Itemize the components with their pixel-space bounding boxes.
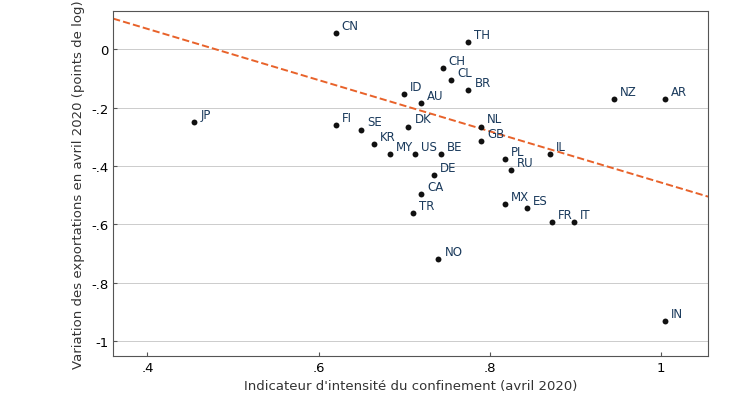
Text: SE: SE (367, 116, 382, 129)
Point (429, 172, 440, 179)
Point (356, 127, 367, 133)
Point (399, 92, 410, 99)
Point (410, 152, 421, 158)
Point (415, 101, 427, 107)
Point (475, 124, 487, 130)
Text: IL: IL (556, 141, 566, 154)
Text: TR: TR (419, 199, 434, 212)
Text: CL: CL (457, 67, 472, 79)
Text: BE: BE (447, 141, 463, 154)
Text: DK: DK (415, 113, 431, 126)
Text: RU: RU (517, 157, 534, 170)
Text: CH: CH (449, 55, 466, 68)
Point (463, 40, 474, 46)
Text: FI: FI (342, 112, 352, 125)
Point (415, 191, 427, 198)
Point (608, 97, 620, 103)
Point (520, 206, 532, 212)
Point (403, 124, 415, 130)
Text: ES: ES (533, 195, 548, 208)
Text: US: US (421, 141, 437, 154)
Point (407, 210, 418, 216)
Text: MY: MY (396, 141, 413, 154)
Point (330, 123, 342, 129)
Point (330, 31, 342, 37)
Point (435, 152, 447, 158)
Point (384, 152, 396, 158)
Point (499, 156, 511, 162)
Point (445, 77, 457, 84)
Text: JP: JP (201, 109, 211, 122)
Text: DE: DE (440, 161, 457, 174)
Point (505, 168, 517, 174)
Y-axis label: Variation des exportations en avril 2020 (points de log): Variation des exportations en avril 2020… (72, 0, 85, 368)
Point (568, 220, 580, 226)
Point (463, 88, 474, 94)
Point (437, 66, 448, 72)
Text: NL: NL (487, 113, 502, 126)
Point (544, 152, 556, 158)
Text: PL: PL (511, 145, 525, 158)
Text: ID: ID (410, 81, 423, 94)
X-axis label: Indicateur d'intensité du confinement (avril 2020): Indicateur d'intensité du confinement (a… (244, 379, 577, 392)
Point (659, 318, 671, 324)
Point (659, 97, 671, 103)
Point (188, 120, 200, 126)
Text: CA: CA (427, 180, 444, 193)
Point (547, 220, 558, 226)
Point (369, 142, 380, 148)
Text: KR: KR (380, 130, 396, 144)
Text: AU: AU (427, 90, 444, 103)
Text: NO: NO (445, 246, 462, 258)
Point (475, 139, 487, 145)
Text: NZ: NZ (620, 85, 637, 99)
Point (433, 256, 445, 263)
Text: FR: FR (558, 209, 573, 222)
Text: AR: AR (672, 85, 688, 99)
Text: CN: CN (342, 20, 358, 33)
Text: BR: BR (474, 77, 491, 90)
Text: MX: MX (511, 190, 529, 203)
Point (499, 201, 511, 208)
Text: GB: GB (487, 128, 504, 141)
Text: IN: IN (672, 307, 683, 320)
Text: TH: TH (474, 29, 491, 42)
Text: IT: IT (580, 209, 591, 222)
